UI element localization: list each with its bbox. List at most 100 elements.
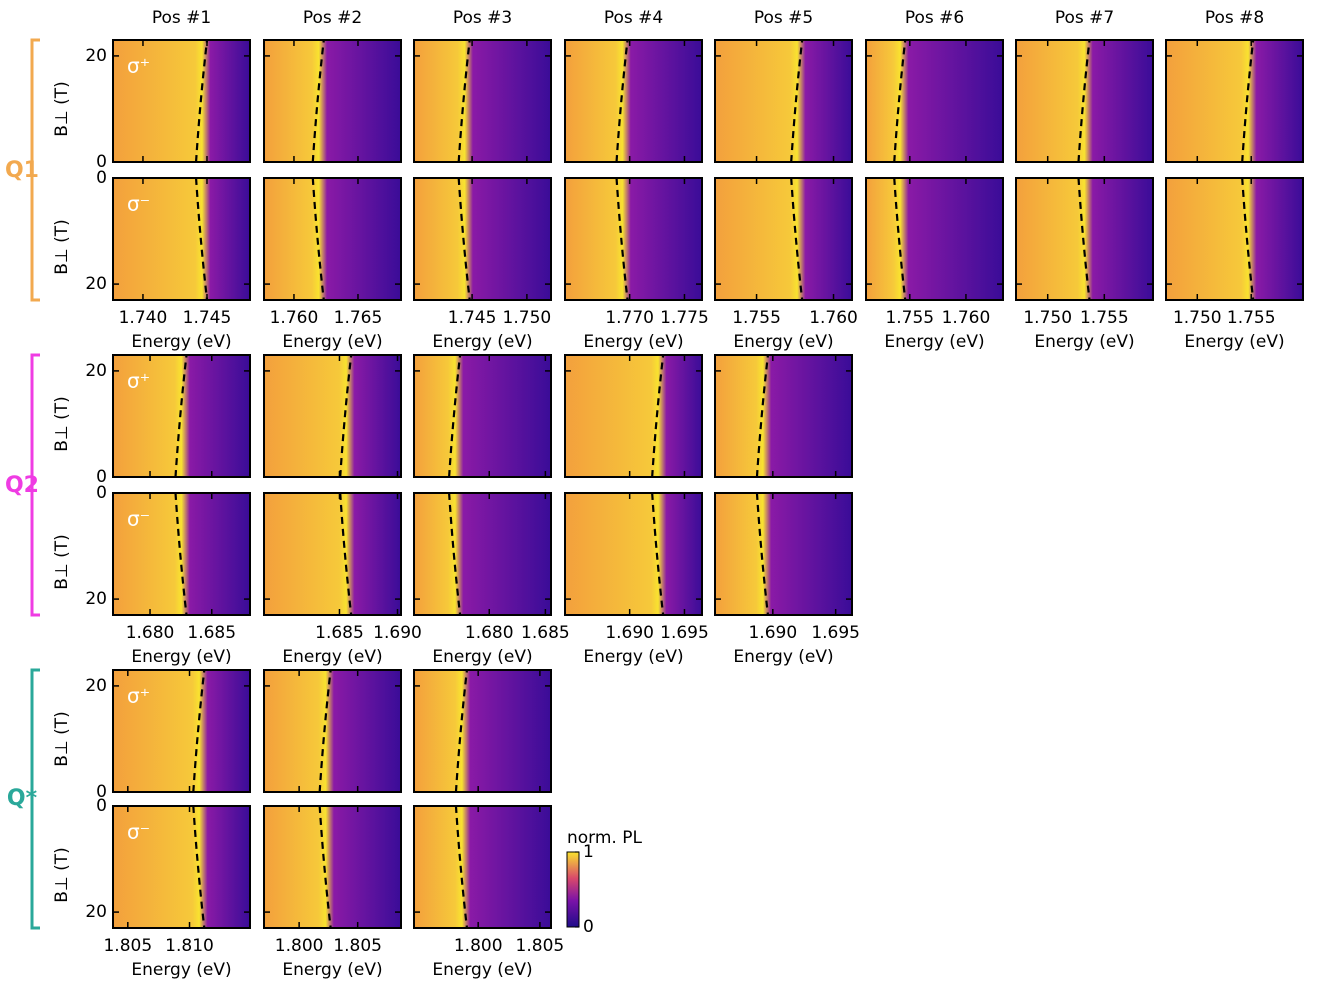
x-axis-label: Energy (eV) [1184, 332, 1284, 352]
x-tick-label: 1.805 [333, 936, 382, 956]
heatmap [715, 40, 852, 162]
y-tick-label: 20 [85, 902, 107, 922]
sigma-label: σ⁺ [127, 684, 150, 708]
x-tick-label: 1.760 [270, 308, 319, 328]
heatmap [264, 670, 401, 792]
x-tick-label: 1.750 [1173, 308, 1222, 328]
heatmap [715, 178, 852, 300]
x-axis-label: Energy (eV) [432, 647, 532, 667]
heatmap [715, 493, 852, 615]
column-title: Pos #8 [1205, 8, 1264, 28]
column-title: Pos #4 [604, 8, 663, 28]
y-tick-label: 20 [85, 361, 107, 381]
x-tick-label: 1.755 [885, 308, 934, 328]
x-tick-label: 1.745 [183, 308, 232, 328]
x-tick-label: 1.755 [1080, 308, 1129, 328]
x-tick-label: 1.685 [187, 623, 236, 643]
column-title: Pos #7 [1055, 8, 1114, 28]
x-axis-label: Energy (eV) [282, 647, 382, 667]
y-tick-label: 0 [96, 168, 107, 188]
column-title: Pos #2 [303, 8, 362, 28]
y-axis-label: B⊥ (T) [52, 396, 72, 452]
group-label: Q1 [5, 158, 39, 183]
x-tick-label: 1.810 [165, 936, 214, 956]
heatmap [414, 806, 551, 928]
x-axis-label: Energy (eV) [131, 960, 231, 980]
x-tick-label: 1.800 [454, 936, 503, 956]
x-axis-label: Energy (eV) [131, 647, 231, 667]
sigma-label: σ⁺ [127, 54, 150, 78]
x-axis-label: Energy (eV) [131, 332, 231, 352]
x-tick-label: 1.695 [660, 623, 709, 643]
y-axis-label: B⊥ (T) [52, 847, 72, 903]
heatmap [1166, 40, 1303, 162]
x-axis-label: Energy (eV) [733, 647, 833, 667]
heatmap [414, 178, 551, 300]
heatmap [565, 40, 702, 162]
x-tick-label: 1.680 [465, 623, 514, 643]
colorbar-tick-label: 0 [583, 917, 594, 937]
heatmap [866, 40, 1003, 162]
heatmap [1016, 178, 1153, 300]
heatmap [414, 355, 551, 477]
figure: norm. PL Pos #1Pos #2Pos #3Pos #4Pos #5P… [0, 0, 1324, 986]
y-tick-label: 0 [96, 483, 107, 503]
x-axis-label: Energy (eV) [583, 647, 683, 667]
x-tick-label: 1.685 [521, 623, 570, 643]
x-tick-label: 1.740 [119, 308, 168, 328]
y-axis-label: B⊥ (T) [52, 81, 72, 137]
x-axis-label: Energy (eV) [432, 332, 532, 352]
heatmap [866, 178, 1003, 300]
x-tick-label: 1.695 [811, 623, 860, 643]
x-tick-label: 1.770 [605, 308, 654, 328]
x-tick-label: 1.760 [809, 308, 858, 328]
heatmap [264, 355, 401, 477]
x-axis-label: Energy (eV) [432, 960, 532, 980]
group-label: Q2 [5, 473, 39, 498]
colorbar-label: norm. PL [567, 828, 642, 848]
heatmap [414, 670, 551, 792]
heatmap [565, 178, 702, 300]
x-tick-label: 1.765 [334, 308, 383, 328]
group-label: Q* [7, 786, 38, 811]
sigma-label: σ⁻ [127, 507, 150, 531]
x-axis-label: Energy (eV) [583, 332, 683, 352]
x-tick-label: 1.800 [275, 936, 324, 956]
y-axis-label: B⊥ (T) [52, 219, 72, 275]
sigma-label: σ⁺ [127, 369, 150, 393]
y-axis-label: B⊥ (T) [52, 711, 72, 767]
heatmap [414, 40, 551, 162]
sigma-label: σ⁻ [127, 820, 150, 844]
x-tick-label: 1.755 [1227, 308, 1276, 328]
x-tick-label: 1.690 [748, 623, 797, 643]
column-title: Pos #5 [754, 8, 813, 28]
heatmap [264, 178, 401, 300]
heatmap [565, 355, 702, 477]
sigma-label: σ⁻ [127, 192, 150, 216]
x-axis-label: Energy (eV) [282, 332, 382, 352]
x-tick-label: 1.685 [315, 623, 364, 643]
x-tick-label: 1.750 [1023, 308, 1072, 328]
heatmap [565, 493, 702, 615]
x-tick-label: 1.690 [373, 623, 422, 643]
x-axis-label: Energy (eV) [733, 332, 833, 352]
y-tick-label: 20 [85, 274, 107, 294]
x-tick-label: 1.755 [732, 308, 781, 328]
heatmap [715, 355, 852, 477]
x-tick-label: 1.775 [660, 308, 709, 328]
x-tick-label: 1.805 [103, 936, 152, 956]
column-title: Pos #1 [152, 8, 211, 28]
y-tick-label: 20 [85, 589, 107, 609]
heatmap [264, 40, 401, 162]
y-axis-label: B⊥ (T) [52, 534, 72, 590]
x-axis-label: Energy (eV) [1034, 332, 1134, 352]
x-tick-label: 1.750 [503, 308, 552, 328]
colorbar [567, 852, 579, 927]
heatmap [414, 493, 551, 615]
heatmap [1016, 40, 1153, 162]
x-axis-label: Energy (eV) [282, 960, 382, 980]
heatmap [264, 806, 401, 928]
x-tick-label: 1.680 [126, 623, 175, 643]
x-tick-label: 1.805 [516, 936, 565, 956]
x-tick-label: 1.760 [942, 308, 991, 328]
